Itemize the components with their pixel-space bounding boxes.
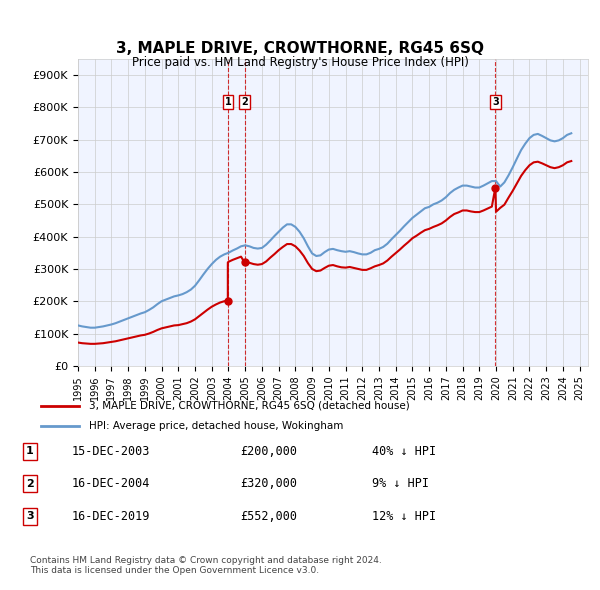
Text: 3: 3 [492,97,499,107]
Text: 2: 2 [241,97,248,107]
Text: 16-DEC-2004: 16-DEC-2004 [72,477,151,490]
Text: 2: 2 [26,479,34,489]
Text: 3: 3 [26,512,34,521]
Text: Price paid vs. HM Land Registry's House Price Index (HPI): Price paid vs. HM Land Registry's House … [131,56,469,69]
Text: £552,000: £552,000 [240,510,297,523]
Text: 40% ↓ HPI: 40% ↓ HPI [372,445,436,458]
Text: 3, MAPLE DRIVE, CROWTHORNE, RG45 6SQ: 3, MAPLE DRIVE, CROWTHORNE, RG45 6SQ [116,41,484,56]
Text: 15-DEC-2003: 15-DEC-2003 [72,445,151,458]
Text: HPI: Average price, detached house, Wokingham: HPI: Average price, detached house, Woki… [89,421,344,431]
Text: 16-DEC-2019: 16-DEC-2019 [72,510,151,523]
Text: 12% ↓ HPI: 12% ↓ HPI [372,510,436,523]
Text: 1: 1 [26,447,34,456]
Text: Contains HM Land Registry data © Crown copyright and database right 2024.
This d: Contains HM Land Registry data © Crown c… [30,556,382,575]
Text: 9% ↓ HPI: 9% ↓ HPI [372,477,429,490]
Text: £320,000: £320,000 [240,477,297,490]
Text: 1: 1 [224,97,231,107]
Text: 3, MAPLE DRIVE, CROWTHORNE, RG45 6SQ (detached house): 3, MAPLE DRIVE, CROWTHORNE, RG45 6SQ (de… [89,401,410,411]
Text: £200,000: £200,000 [240,445,297,458]
